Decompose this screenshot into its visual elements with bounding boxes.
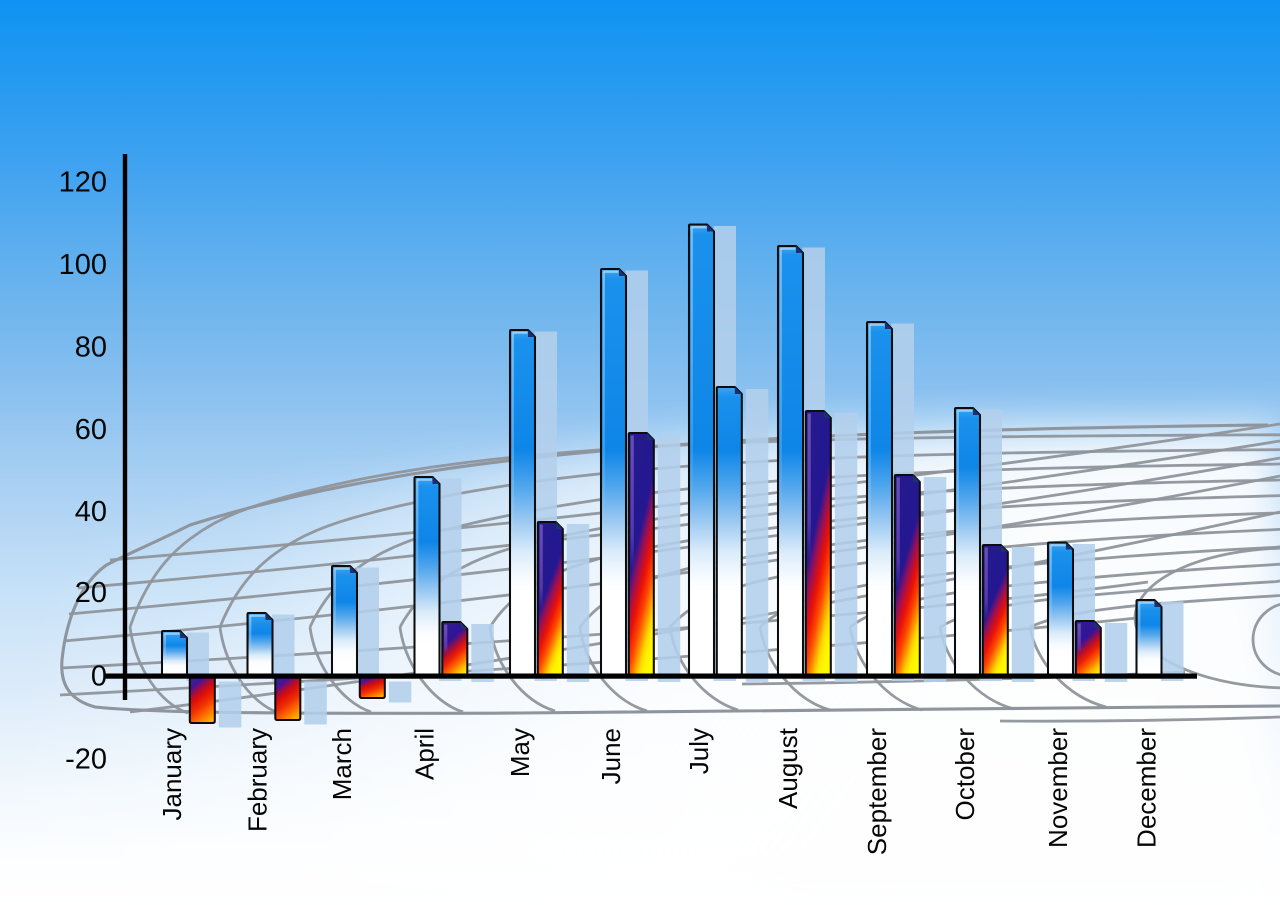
svg-text:October: October [950,728,980,821]
svg-text:December: December [1132,728,1162,848]
svg-text:February: February [243,728,273,832]
svg-text:April: April [410,728,440,780]
svg-text:August: August [773,727,803,809]
svg-text:May: May [505,728,535,777]
svg-text:-20: -20 [65,744,107,776]
svg-text:80: 80 [75,332,107,364]
svg-text:120: 120 [59,167,107,199]
svg-text:July: July [684,728,714,774]
svg-text:September: September [862,728,892,856]
svg-text:November: November [1043,728,1073,848]
svg-text:March: March [327,728,357,800]
svg-text:January: January [157,728,187,821]
svg-text:40: 40 [75,496,107,528]
svg-text:20: 20 [75,577,107,609]
svg-text:60: 60 [75,414,107,446]
svg-text:100: 100 [59,249,107,281]
svg-text:June: June [596,728,626,784]
svg-text:0: 0 [91,661,107,693]
